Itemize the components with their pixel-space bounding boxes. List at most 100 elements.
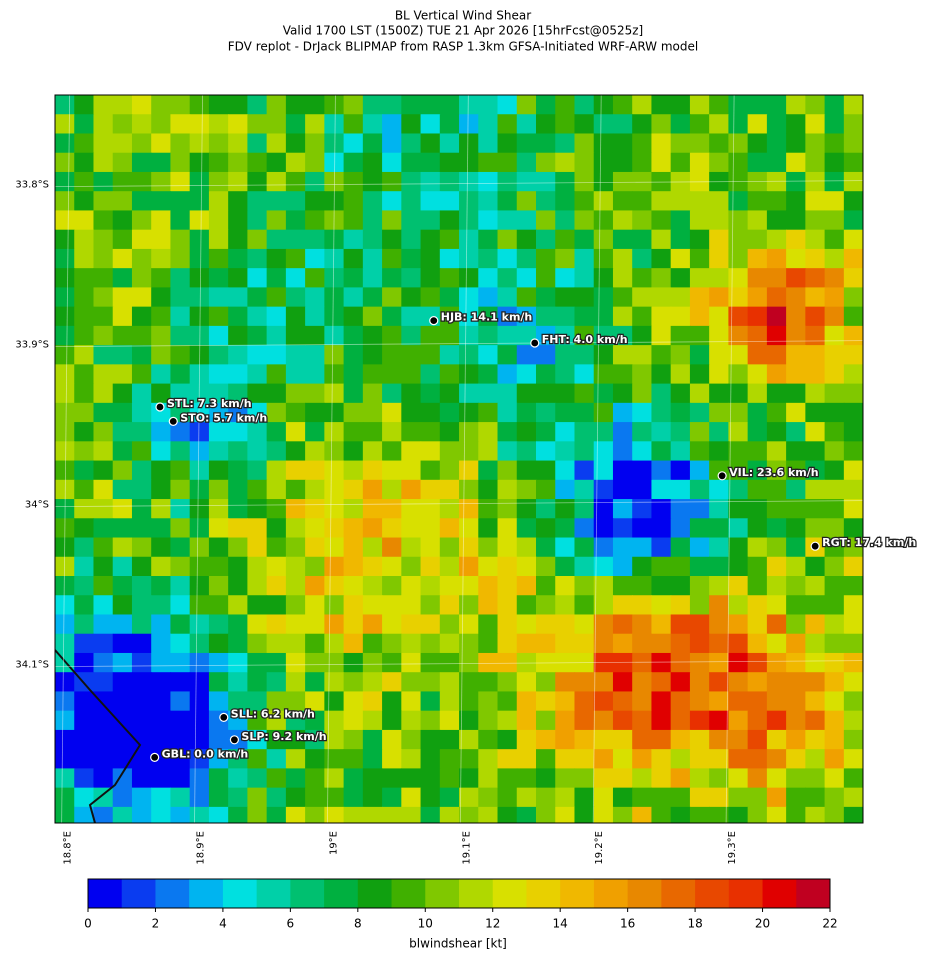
raster-cell (536, 171, 556, 192)
raster-cell (208, 479, 229, 500)
raster-cell (324, 287, 345, 308)
raster-cell (747, 710, 768, 731)
raster-cell (689, 479, 710, 500)
raster-cell (478, 210, 499, 231)
raster-cell (632, 364, 653, 385)
raster-cell (728, 614, 749, 635)
map-frame (54, 94, 864, 824)
raster-cell (747, 268, 768, 288)
raster-cell (670, 576, 691, 596)
raster-cell (709, 306, 729, 327)
raster-cell (151, 672, 172, 693)
raster-cell (516, 422, 537, 442)
raster-cell (439, 652, 460, 673)
raster-cell (55, 768, 75, 789)
raster-cell (497, 518, 518, 539)
raster-cell (843, 768, 863, 789)
raster-cell (497, 229, 518, 250)
raster-cell (247, 614, 268, 635)
raster-cell (766, 691, 787, 712)
raster-cell (362, 210, 383, 231)
raster-cell (728, 229, 749, 250)
colorbar-segment (425, 879, 460, 908)
raster-cell (651, 595, 672, 616)
raster-cell (151, 691, 172, 712)
raster-cell (324, 402, 345, 423)
raster-cell (151, 633, 172, 654)
raster-cell (766, 556, 787, 577)
raster-cell (343, 441, 364, 462)
raster-cell (651, 133, 672, 154)
raster-cell (574, 806, 595, 823)
raster-cell (728, 306, 749, 327)
raster-cell (74, 460, 95, 481)
raster-cell (266, 614, 287, 635)
raster-cell (93, 691, 114, 712)
raster-cell (362, 479, 383, 500)
raster-cell (324, 268, 345, 288)
raster-cell (632, 710, 653, 731)
raster-cell (112, 576, 133, 596)
raster-cell (593, 691, 614, 712)
raster-cell (55, 460, 75, 481)
raster-cell (824, 806, 845, 823)
station-marker (429, 316, 439, 326)
raster-cell (382, 210, 402, 231)
raster-cell (247, 171, 268, 192)
raster-cell (670, 268, 691, 288)
raster-cell (93, 191, 114, 212)
raster-cell (131, 306, 152, 327)
raster-cell (766, 806, 787, 823)
station-label: STL: 7.3 km/h (167, 397, 252, 410)
raster-cell (382, 787, 402, 808)
raster-cell (74, 171, 95, 192)
raster-cell (401, 518, 422, 539)
raster-cell (189, 248, 210, 269)
raster-cell (266, 133, 287, 154)
raster-cell (497, 556, 518, 577)
raster-cell (651, 210, 672, 231)
raster-cell (420, 152, 441, 173)
raster-cell (709, 441, 729, 462)
raster-cell (786, 710, 806, 731)
raster-cell (459, 306, 479, 327)
raster-cell (362, 152, 383, 173)
raster-cell (747, 345, 768, 365)
raster-cell (420, 595, 441, 616)
raster-cell (382, 768, 402, 789)
raster-cell (362, 518, 383, 539)
raster-cell (843, 325, 863, 346)
colorbar-segment (526, 879, 561, 908)
raster-cell (382, 499, 402, 519)
raster-cell (112, 749, 133, 769)
raster-cell (824, 479, 845, 500)
raster-cell (382, 537, 402, 558)
raster-cell (362, 364, 383, 385)
raster-cell (170, 210, 191, 231)
raster-cell (151, 383, 172, 404)
raster-cell (612, 268, 633, 288)
raster-cell (266, 499, 287, 519)
raster-cell (651, 633, 672, 654)
raster-cell (536, 345, 556, 365)
raster-cell (266, 787, 287, 808)
raster-cell (324, 556, 345, 577)
raster-cell (401, 325, 422, 346)
raster-cell (478, 729, 499, 750)
raster-cell (670, 441, 691, 462)
raster-cell (343, 248, 364, 269)
colorbar-tick-label: 12 (485, 917, 500, 931)
raster-cell (170, 441, 191, 462)
raster-cell (612, 614, 633, 635)
raster-cell (228, 537, 248, 558)
grid-line (55, 340, 863, 347)
raster-cell (612, 729, 633, 750)
raster-cell (382, 345, 402, 365)
raster-cell (247, 402, 268, 423)
raster-cell (651, 672, 672, 693)
raster-cell (305, 710, 325, 731)
raster-cell (74, 806, 95, 823)
raster-cell (497, 268, 518, 288)
raster-cell (247, 479, 268, 500)
raster-cell (459, 229, 479, 250)
